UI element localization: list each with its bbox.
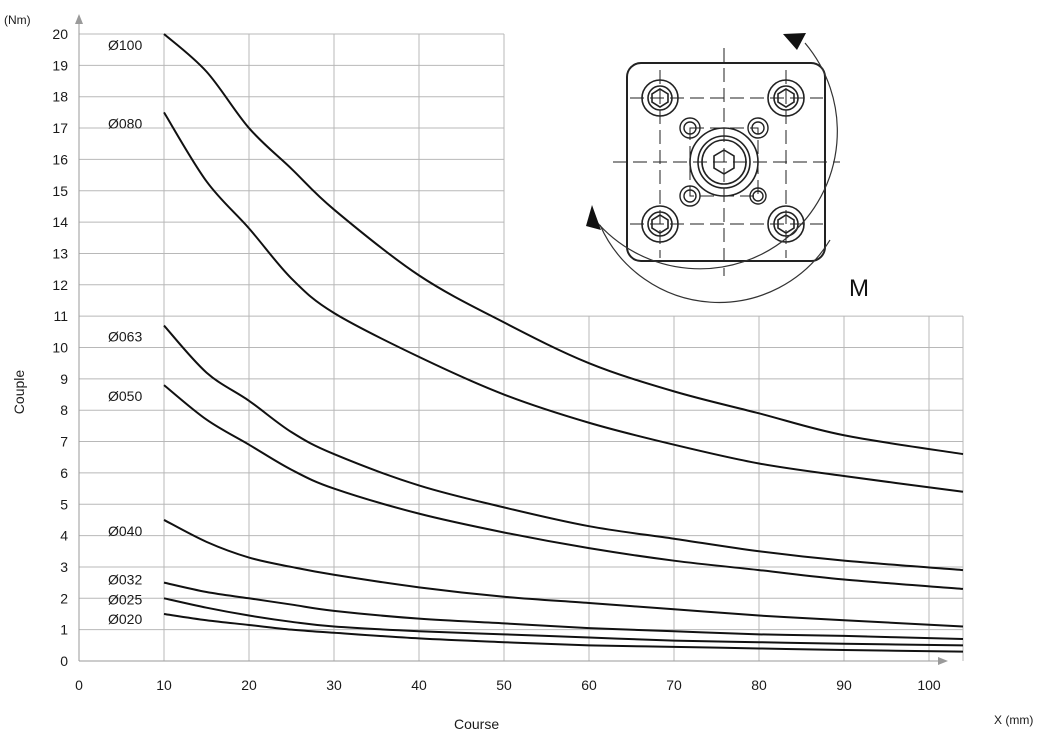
x-tick-label: 40 xyxy=(411,677,427,693)
moment-label: M xyxy=(849,275,869,302)
axes-layer xyxy=(75,14,948,665)
y-tick-label: 8 xyxy=(60,402,68,418)
x-tick-label: 0 xyxy=(75,677,83,693)
series-line xyxy=(163,384,964,590)
series-curves xyxy=(163,33,964,653)
x-tick-label: 20 xyxy=(241,677,257,693)
y-tick-label: 0 xyxy=(60,653,68,669)
center-bore xyxy=(689,127,759,197)
y-axis-title: Couple xyxy=(11,370,27,415)
series-line xyxy=(163,581,964,641)
rotation-arc-lower xyxy=(599,224,831,304)
x-axis-title: Course xyxy=(454,716,499,732)
y-unit-label: (Nm) xyxy=(4,13,31,27)
centerlines xyxy=(613,48,840,276)
y-tick-label: 19 xyxy=(52,57,68,73)
x-unit-label: X (mm) xyxy=(994,713,1033,727)
rotation-arrow-left-icon xyxy=(586,205,601,230)
series-label: Ø025 xyxy=(108,591,142,607)
series-line xyxy=(163,597,964,647)
x-tick-label: 30 xyxy=(326,677,342,693)
series-line xyxy=(163,519,964,628)
x-axis-arrow-icon xyxy=(938,657,948,665)
x-tick-label: 50 xyxy=(496,677,512,693)
x-tick-label: 70 xyxy=(666,677,682,693)
grid-layer xyxy=(79,33,964,661)
series-line xyxy=(163,33,964,456)
y-tick-label: 10 xyxy=(52,340,68,356)
series-line xyxy=(163,111,964,493)
y-tick-label: 6 xyxy=(60,465,68,481)
y-tick-label: 20 xyxy=(52,26,68,42)
corner-bolts xyxy=(641,79,805,243)
y-tick-label: 14 xyxy=(52,214,68,230)
y-tick-label: 13 xyxy=(52,245,68,261)
x-tick-label: 60 xyxy=(581,677,597,693)
tick-labels: 0 10 20 30 40 50 60 70 80 90 100012345678910111213… xyxy=(52,26,940,693)
x-tick-label: 100 xyxy=(917,677,941,693)
series-label: Ø100 xyxy=(108,37,142,53)
series-label: Ø032 xyxy=(108,572,142,588)
y-tick-label: 1 xyxy=(60,622,68,638)
flange-inset-drawing: M xyxy=(586,33,869,304)
y-tick-label: 12 xyxy=(52,277,68,293)
y-tick-label: 9 xyxy=(60,371,68,387)
y-tick-label: 17 xyxy=(52,120,68,136)
x-tick-label: 80 xyxy=(751,677,767,693)
y-tick-label: 2 xyxy=(60,590,68,606)
y-tick-label: 5 xyxy=(60,496,68,512)
y-tick-label: 7 xyxy=(60,434,68,450)
series-label: Ø063 xyxy=(108,329,142,345)
small-holes xyxy=(679,117,769,207)
series-label: Ø050 xyxy=(108,388,142,404)
series-line xyxy=(163,324,964,572)
series-label: Ø080 xyxy=(108,115,142,131)
y-tick-label: 4 xyxy=(60,528,68,544)
y-tick-label: 11 xyxy=(53,308,68,324)
series-label: Ø040 xyxy=(108,523,142,539)
series-line xyxy=(163,612,964,653)
x-tick-label: 90 xyxy=(836,677,852,693)
x-tick-label: 10 xyxy=(156,677,172,693)
y-tick-label: 15 xyxy=(52,183,68,199)
y-tick-label: 18 xyxy=(52,89,68,105)
rotation-arc xyxy=(594,42,838,270)
series-labels: Ø100 Ø080 Ø063 Ø050 Ø040 Ø032 Ø025 Ø020 xyxy=(108,37,142,627)
series-label: Ø020 xyxy=(108,611,142,627)
rotation-arrow-top-icon xyxy=(783,33,806,50)
y-tick-label: 16 xyxy=(52,151,68,167)
y-axis-arrow-icon xyxy=(75,14,83,24)
y-tick-label: 3 xyxy=(60,559,68,575)
